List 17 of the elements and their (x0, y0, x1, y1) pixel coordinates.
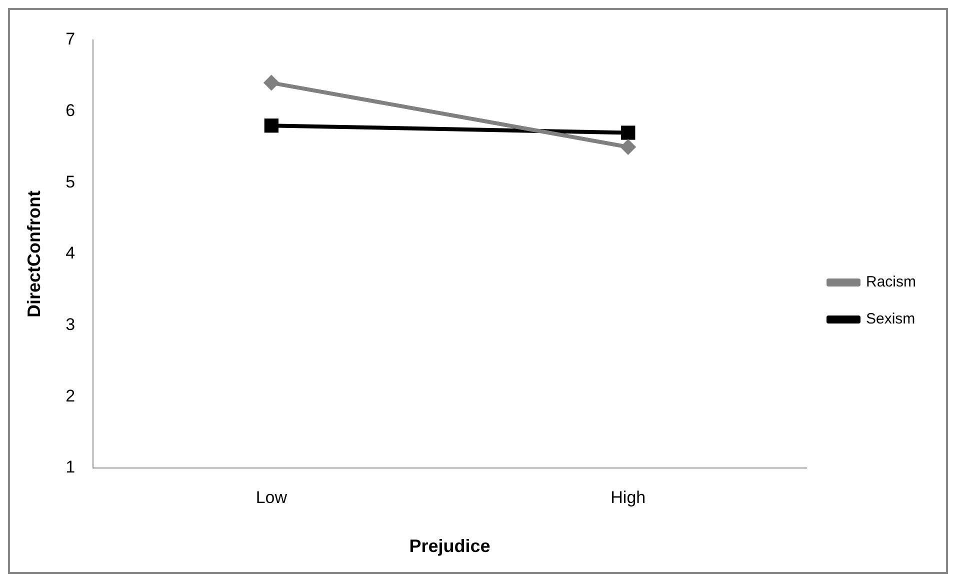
y-tick-label: 4 (66, 244, 76, 263)
x-axis-title: Prejudice (409, 536, 490, 556)
y-tick-label: 2 (66, 386, 76, 406)
y-tick-label: 6 (66, 101, 76, 120)
point (620, 139, 636, 155)
point (263, 74, 280, 91)
y-tick-label: 7 (66, 30, 76, 49)
point (621, 126, 636, 140)
legend-label: Sexism (866, 310, 916, 328)
x-tick-label: Low (256, 488, 288, 507)
y-axis-title: DirectConfront (24, 190, 44, 318)
point (264, 118, 278, 133)
y-tick-label: 3 (66, 315, 76, 334)
x-tick-label: High (610, 488, 646, 507)
y-tick-label: 5 (66, 172, 76, 192)
legend-label: Racism (866, 274, 916, 291)
y-tick-label: 1 (66, 458, 76, 477)
